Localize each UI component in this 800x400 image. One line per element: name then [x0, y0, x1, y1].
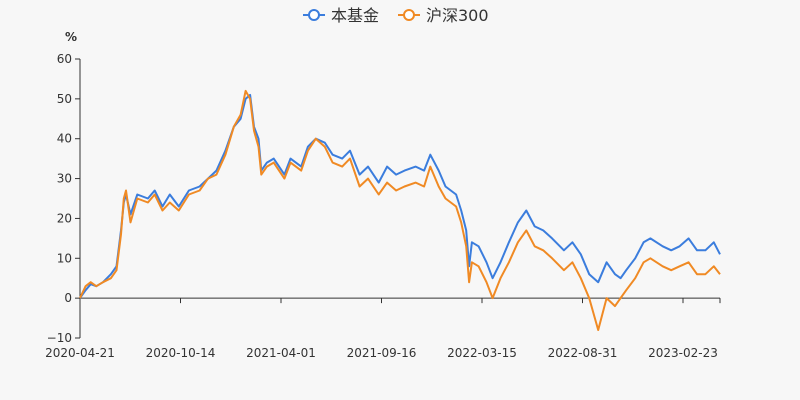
x-tick-label: 2021-04-01 — [246, 346, 316, 360]
y-tick-label: 10 — [57, 251, 72, 265]
y-tick-label: 20 — [57, 211, 72, 225]
series-line-fund — [79, 93, 721, 299]
y-tick-label: −10 — [47, 331, 72, 345]
x-tick-label: 2023-02-23 — [648, 346, 718, 360]
legend-marker — [308, 9, 320, 21]
y-tick-label: 0 — [64, 291, 72, 305]
x-tick-label: 2022-08-31 — [548, 346, 618, 360]
y-tick-label: 60 — [57, 52, 72, 66]
x-tick-label: 2022-03-15 — [447, 346, 517, 360]
y-tick-label: 50 — [57, 92, 72, 106]
y-axis-unit: % — [65, 30, 77, 44]
series-line-hs300 — [79, 89, 721, 331]
x-tick-label: 2020-10-14 — [146, 346, 216, 360]
x-tick-label: 2021-09-16 — [347, 346, 417, 360]
legend-marker — [403, 9, 415, 21]
legend-label: 沪深300 — [426, 6, 489, 25]
x-tick-label: 2020-04-21 — [45, 346, 115, 360]
y-tick-label: 30 — [57, 172, 72, 186]
y-tick-label: 40 — [57, 132, 72, 146]
legend-label: 本基金 — [331, 6, 379, 25]
